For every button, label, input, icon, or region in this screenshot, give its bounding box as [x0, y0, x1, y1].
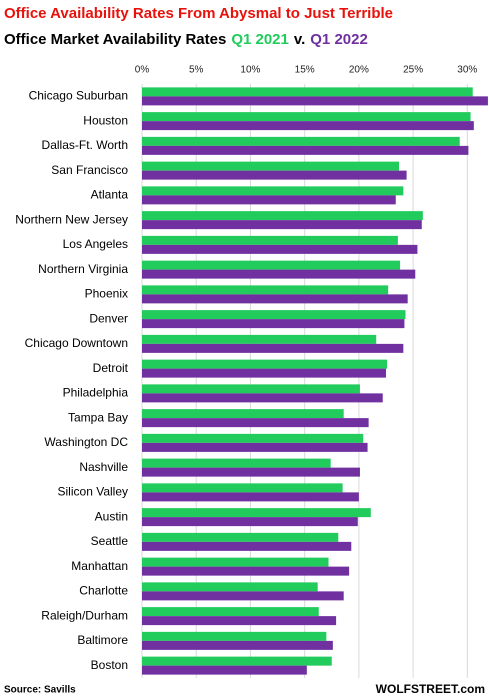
- bar: [142, 220, 422, 230]
- chart-title: Office Availability Rates From Abysmal t…: [4, 5, 393, 22]
- watermark: WOLFSTREET.com: [376, 682, 485, 696]
- bar: [142, 170, 407, 180]
- bar: [142, 393, 383, 403]
- chart-subtitle: Office Market Availability Rates Q1 2021 v…: [4, 31, 368, 48]
- y-tick-label: Phoenix: [85, 287, 128, 301]
- bar: [142, 640, 333, 650]
- bar: [142, 656, 332, 666]
- bar: [142, 517, 358, 527]
- bar: [142, 269, 416, 279]
- bar: [142, 235, 398, 245]
- bar: [142, 211, 423, 221]
- bar: [142, 310, 406, 320]
- bar: [142, 285, 389, 295]
- y-tick-label: Denver: [89, 311, 128, 325]
- legend-entry: Q1 2022: [310, 31, 368, 48]
- bar: [142, 566, 350, 576]
- y-tick-label: Chicago Downtown: [25, 336, 128, 350]
- x-tick-label: 5%: [189, 65, 204, 76]
- y-tick-label: Dallas-Ft. Worth: [42, 138, 128, 152]
- bar: [142, 433, 364, 443]
- bar: [142, 260, 401, 270]
- bar: [142, 195, 396, 205]
- bar: [142, 492, 359, 502]
- y-tick-label: Charlotte: [79, 584, 128, 598]
- y-tick-label: Raleigh/Durham: [41, 608, 128, 622]
- y-tick-label: Houston: [83, 113, 128, 127]
- y-tick-label: Silicon Valley: [58, 485, 128, 499]
- bar: [142, 508, 371, 518]
- subtitle-text: Office Market Availability Rates: [4, 31, 226, 48]
- bar: [142, 121, 474, 131]
- legend-entry: Q1 2021: [231, 31, 289, 48]
- bar: [142, 541, 352, 551]
- y-tick-label: Chicago Suburban: [29, 89, 128, 103]
- bar: [142, 87, 473, 97]
- y-tick-label: Philadelphia: [63, 386, 129, 400]
- bar: [142, 418, 369, 428]
- y-tick-label: Atlanta: [91, 188, 129, 202]
- y-tick-label: Austin: [95, 509, 128, 523]
- bar: [142, 631, 327, 641]
- y-tick-label: Northern New Jersey: [15, 212, 128, 226]
- bar: [142, 244, 418, 254]
- x-tick-label: 20%: [349, 65, 369, 76]
- y-tick-label: Washington DC: [44, 435, 128, 449]
- y-tick-label: Detroit: [93, 361, 129, 375]
- y-tick-label: Tampa Bay: [68, 410, 128, 424]
- y-tick-label: Seattle: [91, 534, 129, 548]
- bar: [142, 532, 339, 542]
- bar: [142, 112, 471, 122]
- bar: [142, 467, 360, 477]
- bar: [142, 557, 329, 567]
- y-tick-label: Boston: [91, 658, 128, 672]
- bar: [142, 343, 404, 353]
- bar: [142, 458, 331, 468]
- bar: [142, 319, 405, 329]
- x-tick-label: 10%: [240, 65, 260, 76]
- y-tick-label: Manhattan: [71, 559, 128, 573]
- y-tick-label: Los Angeles: [63, 237, 128, 251]
- x-tick-label: 25%: [403, 65, 423, 76]
- bar: [142, 582, 318, 592]
- bar: [142, 359, 388, 369]
- bar: [142, 442, 368, 452]
- bar: [142, 591, 344, 601]
- y-tick-label: San Francisco: [51, 163, 128, 177]
- bar: [142, 616, 337, 626]
- y-tick-label: Northern Virginia: [38, 262, 128, 276]
- bar: [142, 607, 319, 617]
- y-tick-label: Baltimore: [77, 633, 128, 647]
- x-tick-label: 30%: [457, 65, 477, 76]
- bar: [142, 186, 404, 196]
- bar: [142, 294, 408, 304]
- bar: [142, 368, 386, 378]
- bar: [142, 161, 399, 171]
- bar: [142, 334, 377, 344]
- y-tick-label: Nashville: [79, 460, 128, 474]
- x-tick-label: 15%: [295, 65, 315, 76]
- bar: [142, 384, 360, 394]
- x-tick-label: 0%: [135, 65, 150, 76]
- bar: [142, 483, 343, 493]
- bar: [142, 665, 307, 675]
- subtitle-joiner: v.: [294, 31, 305, 48]
- bar: [142, 96, 488, 106]
- bar: [142, 136, 460, 146]
- source: Source: Savills: [4, 685, 76, 696]
- bar: [142, 145, 469, 155]
- bar: [142, 409, 344, 419]
